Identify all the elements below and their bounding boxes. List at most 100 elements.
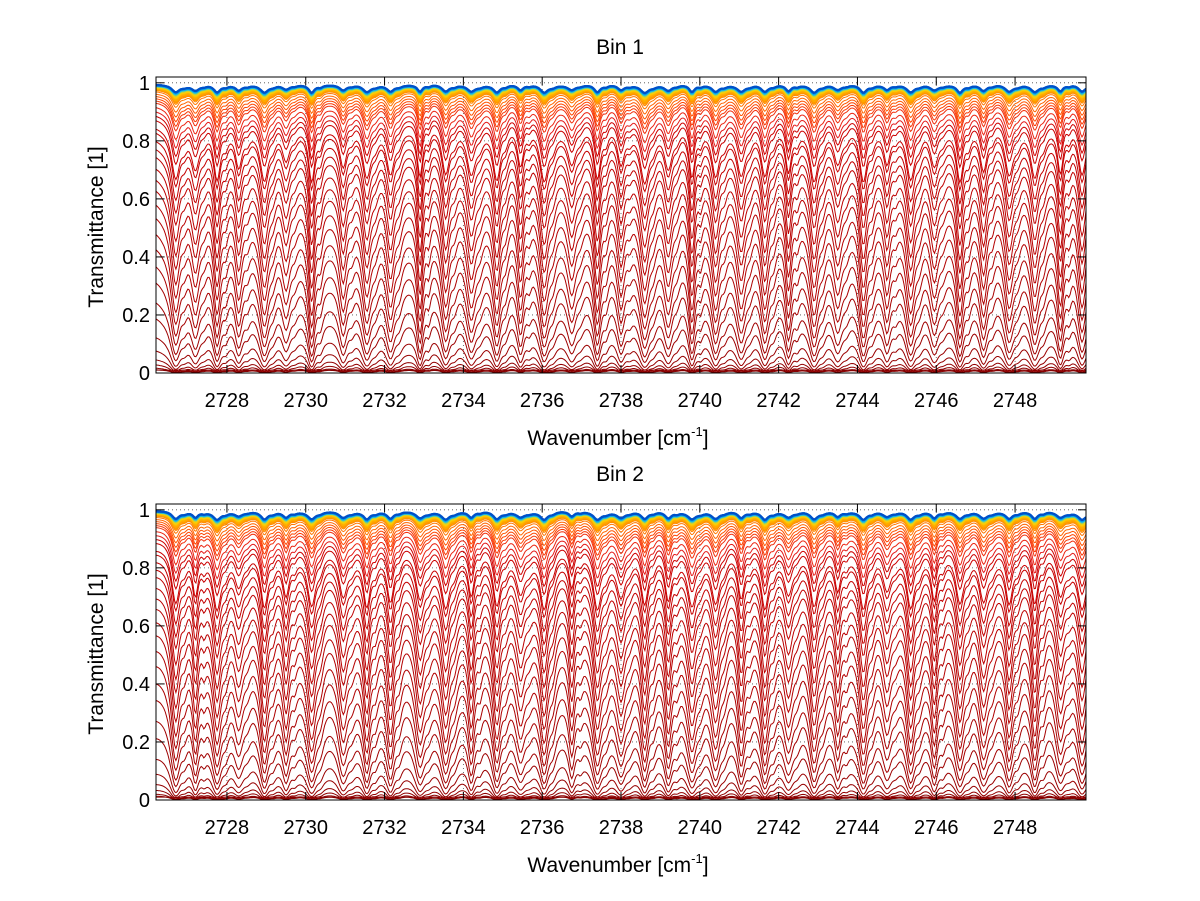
x-tick-label: 2734 bbox=[441, 817, 486, 839]
x-tick-label: 2728 bbox=[205, 390, 250, 412]
series-line bbox=[156, 683, 1086, 768]
y-tick-label: 0.2 bbox=[122, 732, 150, 754]
series-line bbox=[156, 543, 1086, 597]
x-tick-label: 2728 bbox=[205, 817, 250, 839]
axis-ticks bbox=[156, 77, 1086, 374]
plot-area: 2728 2730 2732 2734 2736 2738 2740 2742 2744 2746… bbox=[122, 500, 1087, 839]
series-line bbox=[156, 517, 1086, 537]
x-tick-label: 2746 bbox=[914, 817, 959, 839]
x-axis-label-main: Wavenumber [cm bbox=[527, 854, 691, 877]
x-tick-label: 2738 bbox=[599, 390, 644, 412]
series-line bbox=[156, 190, 1086, 277]
x-tick-label: 2736 bbox=[520, 390, 565, 412]
series-line bbox=[156, 598, 1086, 691]
x-axis-label: Wavenumber [cm-1] bbox=[527, 424, 708, 450]
series-line bbox=[156, 96, 1086, 120]
chart-panel-bin-1: Bin 1 2728 2730 2732 2734 2736 2738 2740 2742 27… bbox=[85, 36, 1087, 450]
x-tick-label: 2740 bbox=[678, 390, 723, 412]
series-line bbox=[156, 234, 1086, 319]
series-line bbox=[156, 91, 1086, 110]
series-line bbox=[156, 149, 1086, 220]
y-tick-label: 0.4 bbox=[122, 674, 150, 696]
x-axis-label-superscript: -1 bbox=[691, 424, 703, 439]
x-tick-label: 2736 bbox=[520, 817, 565, 839]
x-tick-label: 2732 bbox=[362, 390, 407, 412]
x-tick-label: 2748 bbox=[993, 390, 1038, 412]
chart-title: Bin 2 bbox=[596, 463, 644, 486]
series-line bbox=[156, 337, 1086, 368]
y-tick-label: 1 bbox=[139, 500, 150, 522]
x-axis-label-end: ] bbox=[703, 854, 709, 877]
series-line bbox=[156, 93, 1086, 115]
series-line bbox=[156, 132, 1086, 193]
y-tick-label: 0.6 bbox=[122, 189, 150, 211]
series-line bbox=[156, 554, 1086, 620]
x-tick-label: 2742 bbox=[756, 390, 801, 412]
y-tick-label: 0 bbox=[139, 790, 150, 812]
series-line bbox=[156, 249, 1086, 331]
x-axis-label: Wavenumber [cm-1] bbox=[527, 851, 708, 877]
series-line bbox=[156, 523, 1086, 552]
x-tick-label: 2730 bbox=[283, 817, 328, 839]
series-line bbox=[156, 635, 1086, 733]
series-line bbox=[156, 535, 1086, 580]
x-axis-label-end: ] bbox=[703, 427, 709, 450]
series-line bbox=[156, 700, 1086, 777]
series-line bbox=[156, 128, 1086, 186]
series-line bbox=[156, 115, 1086, 162]
y-tick-label: 0.8 bbox=[122, 558, 150, 580]
series-line bbox=[156, 651, 1086, 747]
series-line bbox=[156, 608, 1086, 704]
series-line bbox=[156, 666, 1086, 758]
y-tick-label: 0.8 bbox=[122, 131, 150, 153]
chart-panel-bin-2: Bin 2 2728 2730 2732 2734 2736 2738 2740 2742 27… bbox=[85, 463, 1087, 877]
series-line bbox=[156, 527, 1086, 562]
axis-ticks bbox=[156, 504, 1086, 801]
series-line bbox=[156, 587, 1086, 676]
chart-title: Bin 1 bbox=[596, 36, 644, 59]
series-line bbox=[156, 282, 1086, 350]
series-line bbox=[156, 157, 1086, 232]
series-line bbox=[156, 510, 1086, 522]
y-axis-label: Transmittance [1] bbox=[85, 146, 108, 307]
series-line bbox=[156, 531, 1086, 571]
series-line bbox=[156, 179, 1086, 264]
x-tick-label: 2748 bbox=[993, 817, 1038, 839]
x-tick-label: 2732 bbox=[362, 817, 407, 839]
series-line bbox=[156, 266, 1086, 341]
x-tick-label: 2734 bbox=[441, 390, 486, 412]
y-tick-label: 0.6 bbox=[122, 616, 150, 638]
series-line bbox=[156, 111, 1086, 153]
series-line bbox=[156, 525, 1086, 557]
series-line bbox=[156, 120, 1086, 170]
y-tick-label: 0 bbox=[139, 363, 150, 385]
series-line bbox=[156, 218, 1086, 305]
x-tick-label: 2746 bbox=[914, 390, 959, 412]
x-tick-label: 2730 bbox=[283, 390, 328, 412]
series-line bbox=[156, 141, 1086, 207]
series-line bbox=[156, 302, 1086, 358]
series-line bbox=[156, 100, 1086, 130]
series-line bbox=[156, 102, 1086, 135]
series-line bbox=[156, 83, 1086, 95]
series-line bbox=[156, 720, 1086, 785]
series-line bbox=[156, 758, 1086, 795]
series-line bbox=[156, 577, 1086, 660]
y-tick-label: 0.2 bbox=[122, 305, 150, 327]
series-line bbox=[156, 539, 1086, 589]
series-line bbox=[156, 550, 1086, 613]
series-line bbox=[156, 562, 1086, 635]
x-tick-label: 2742 bbox=[756, 817, 801, 839]
x-tick-label: 2740 bbox=[678, 817, 723, 839]
x-tick-label: 2744 bbox=[835, 390, 880, 412]
y-tick-label: 1 bbox=[139, 73, 150, 95]
series-line bbox=[156, 204, 1086, 292]
plot-area: 2728 2730 2732 2734 2736 2738 2740 2742 2744 2746… bbox=[122, 73, 1087, 412]
x-axis-label-superscript: -1 bbox=[691, 851, 703, 866]
x-tick-label: 2744 bbox=[835, 817, 880, 839]
series-line bbox=[156, 521, 1086, 547]
series-line bbox=[156, 318, 1086, 364]
x-tick-label: 2738 bbox=[599, 817, 644, 839]
series-line bbox=[156, 168, 1086, 249]
